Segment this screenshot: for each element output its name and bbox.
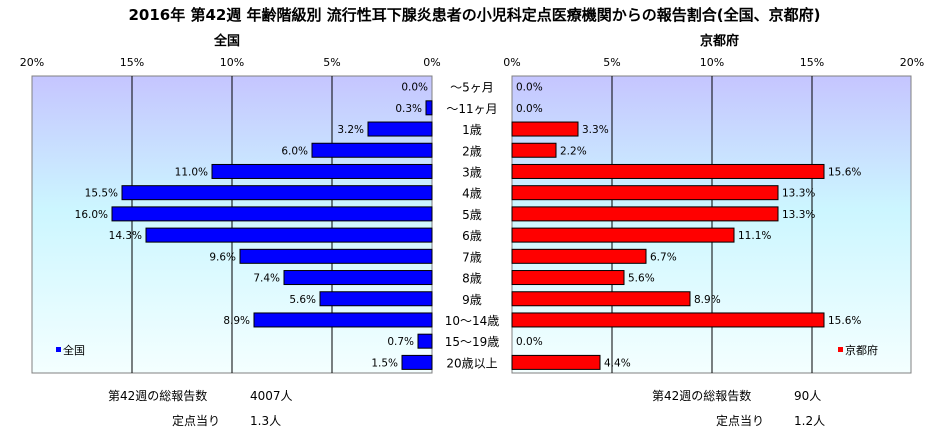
national-per-site-value: 1.3人	[250, 414, 282, 428]
national-data-label: 0.3%	[395, 103, 422, 115]
national-data-label: 7.4%	[253, 273, 280, 285]
chart-title: 2016年 第42週 年齢階級別 流行性耳下腺炎患者の小児科定点医療機関からの報…	[128, 6, 821, 24]
kyoto-bar	[511, 270, 625, 286]
national-data-label: 11.0%	[175, 166, 208, 178]
kyoto-data-label: 0.0%	[516, 336, 543, 348]
kyoto-data-label: 13.3%	[782, 209, 815, 221]
age-category-label: 5歳	[462, 208, 482, 222]
kyoto-bar	[511, 312, 825, 328]
national-data-label: 6.0%	[281, 145, 308, 157]
kyoto-data-label: 6.7%	[650, 251, 677, 263]
kyoto-data-label: 3.3%	[582, 124, 609, 136]
national-total-value: 4007人	[250, 389, 293, 403]
kyoto-bar	[511, 291, 691, 307]
kyoto-total-label: 第42週の総報告数	[652, 389, 752, 403]
left-x-tick-label: 10%	[220, 56, 244, 69]
kyoto-bar	[511, 121, 579, 137]
right-x-tick-label: 0%	[503, 56, 520, 69]
national-bar	[283, 270, 433, 286]
age-category-label: 6歳	[462, 229, 482, 243]
national-legend-swatch	[56, 347, 61, 352]
age-category-label: ～5ヶ月	[450, 81, 494, 95]
right-x-tick-label: 5%	[603, 56, 620, 69]
national-bar	[401, 354, 433, 370]
age-category-label: 7歳	[462, 250, 482, 264]
kyoto-bar	[511, 354, 601, 370]
national-data-label: 14.3%	[109, 230, 142, 242]
kyoto-data-label: 15.6%	[828, 315, 861, 327]
age-category-label: 9歳	[462, 293, 482, 307]
left-x-tick-label: 15%	[120, 56, 144, 69]
kyoto-legend-swatch	[838, 347, 843, 352]
kyoto-data-label: 8.9%	[694, 294, 721, 306]
national-data-label: 0.7%	[387, 336, 414, 348]
age-category-label: 3歳	[462, 165, 482, 179]
national-data-label: 3.2%	[337, 124, 364, 136]
kyoto-data-label: 0.0%	[516, 82, 543, 94]
national-bar	[319, 291, 433, 307]
national-bar	[211, 163, 433, 179]
national-data-label: 1.5%	[371, 357, 398, 369]
kyoto-data-label: 15.6%	[828, 166, 861, 178]
kyoto-bar	[511, 142, 557, 158]
kyoto-bar	[511, 163, 825, 179]
national-bar	[417, 333, 433, 349]
age-category-label: 8歳	[462, 272, 482, 286]
national-bar	[111, 206, 433, 222]
age-category-label: 15～19歳	[445, 335, 500, 349]
national-data-label: 0.0%	[401, 82, 428, 94]
kyoto-bar	[511, 248, 647, 264]
right-x-tick-label: 15%	[800, 56, 824, 69]
right-panel-title: 京都府	[700, 34, 740, 49]
left-x-tick-label: 0%	[423, 56, 440, 69]
national-bar	[239, 248, 433, 264]
national-bar	[121, 185, 433, 201]
right-x-tick-label: 20%	[900, 56, 924, 69]
national-data-label: 8.9%	[223, 315, 250, 327]
kyoto-data-label: 13.3%	[782, 188, 815, 200]
age-category-label: 2歳	[462, 144, 482, 158]
national-data-label: 16.0%	[75, 209, 108, 221]
national-per-site-label: 定点当り	[172, 414, 221, 428]
age-category-label: 1歳	[462, 123, 482, 137]
kyoto-data-label: 0.0%	[516, 103, 543, 115]
kyoto-data-label: 4.4%	[604, 357, 631, 369]
kyoto-legend-label: 京都府	[845, 343, 878, 357]
national-bar	[145, 227, 433, 243]
national-legend-label: 全国	[63, 343, 85, 357]
national-data-label: 5.6%	[289, 294, 316, 306]
national-data-label: 15.5%	[85, 188, 118, 200]
age-category-label: 20歳以上	[446, 356, 497, 370]
national-bar	[253, 312, 433, 328]
kyoto-bar	[511, 185, 779, 201]
left-panel-title: 全国	[214, 34, 241, 49]
national-bar	[425, 100, 433, 116]
national-total-label: 第42週の総報告数	[108, 389, 208, 403]
national-bar	[311, 142, 433, 158]
age-category-label: 4歳	[462, 187, 482, 201]
right-x-tick-label: 10%	[700, 56, 724, 69]
left-x-tick-label: 5%	[323, 56, 340, 69]
kyoto-per-site-label: 定点当り	[716, 414, 765, 428]
age-category-label: 10～14歳	[445, 314, 500, 328]
kyoto-bar	[511, 227, 735, 243]
kyoto-data-label: 5.6%	[628, 273, 655, 285]
national-data-label: 9.6%	[209, 251, 236, 263]
kyoto-per-site-value: 1.2人	[794, 414, 826, 428]
national-bar	[367, 121, 433, 137]
kyoto-data-label: 2.2%	[560, 145, 587, 157]
left-x-tick-label: 20%	[20, 56, 44, 69]
age-category-label: ～11ヶ月	[446, 102, 497, 116]
kyoto-bar	[511, 206, 779, 222]
kyoto-total-value: 90人	[794, 389, 822, 403]
kyoto-data-label: 11.1%	[738, 230, 771, 242]
